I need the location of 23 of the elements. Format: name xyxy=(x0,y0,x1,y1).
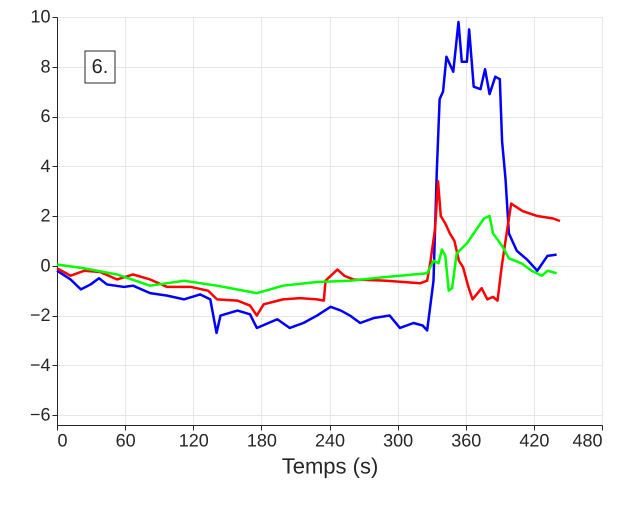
annotation: 6. xyxy=(92,56,108,78)
y-tick-label: 6 xyxy=(40,106,50,126)
x-tick-label: 480 xyxy=(572,430,602,450)
y-tick-label: 8 xyxy=(40,56,50,76)
y-tick-label: −2 xyxy=(30,305,50,326)
x-tick-label: 240 xyxy=(314,430,346,450)
x-tick-label: 120 xyxy=(178,430,209,450)
y-tick-label: 4 xyxy=(40,156,50,176)
y-tick-label: −6 xyxy=(30,404,50,425)
x-tick-label: 180 xyxy=(246,430,277,450)
x-tick-label: 60 xyxy=(116,430,136,450)
x-axis-title: Temps (s) xyxy=(282,454,378,478)
y-tick-label: −4 xyxy=(30,354,50,375)
x-tick-label: 0 xyxy=(58,430,68,450)
x-tick-label: 420 xyxy=(519,430,550,450)
x-tick-label: 300 xyxy=(383,430,414,450)
line-series xyxy=(56,214,558,294)
x-tick-label: 360 xyxy=(451,430,482,450)
y-tick-label: 10 xyxy=(30,6,50,26)
y-tick-label: 2 xyxy=(40,206,50,226)
line-series xyxy=(56,20,558,334)
y-tick-label: 0 xyxy=(40,255,50,276)
line-series xyxy=(56,180,562,317)
